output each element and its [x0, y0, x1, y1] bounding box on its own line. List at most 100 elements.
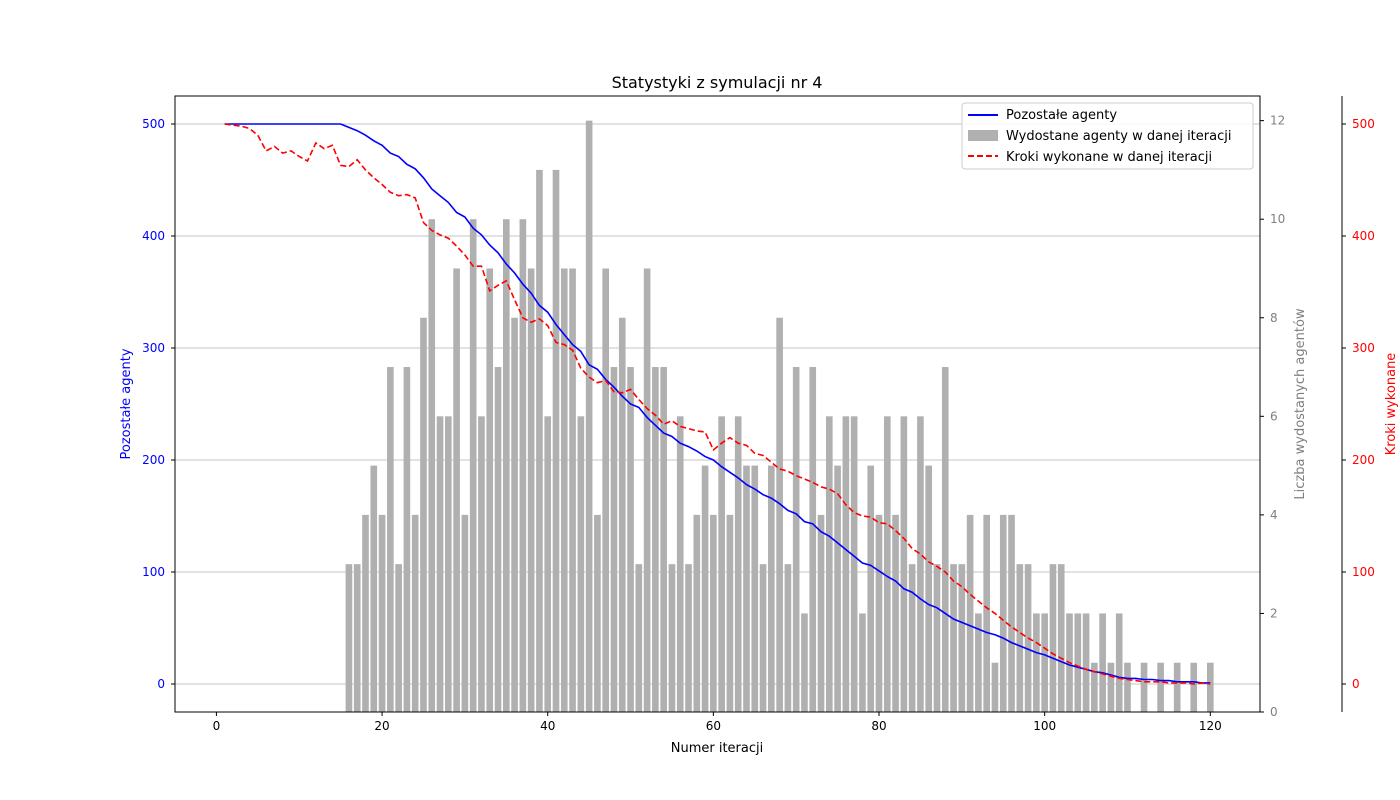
y-axis-left-label: Pozostałe agenty: [119, 348, 134, 459]
bar-escaped: [1107, 662, 1115, 712]
bar-escaped: [411, 514, 419, 712]
y-left-tick-label: 300: [142, 341, 165, 355]
bar-escaped: [826, 416, 833, 712]
bar-escaped: [511, 317, 518, 712]
bar-escaped: [908, 564, 916, 712]
bar-escaped: [966, 514, 974, 712]
legend: Pozostałe agenty Wydostane agenty w dane…: [961, 102, 1254, 170]
bar-escaped: [850, 416, 858, 712]
bar-escaped: [676, 416, 684, 712]
bar-escaped: [917, 416, 924, 712]
legend-escaped-label: Wydostane agenty w danej iteracji: [1006, 129, 1231, 144]
axis-ticks: 0 20 40 60 80 100 1200100200300400500024681012…: [142, 114, 1375, 733]
bar-escaped: [544, 416, 552, 712]
x-tick-label: 0: [213, 719, 221, 733]
x-tick-label: 100: [1033, 719, 1056, 733]
bar-escaped: [502, 219, 510, 712]
bar-escaped: [1173, 662, 1181, 712]
bar-escaped: [569, 268, 576, 712]
bar-escaped: [759, 564, 767, 712]
y-left-tick-label: 0: [157, 677, 165, 691]
y-right2-tick-label: 200: [1352, 453, 1375, 467]
y-right2-tick-label: 0: [1352, 677, 1360, 691]
y-right2-tick-label: 300: [1352, 341, 1375, 355]
y-right1-tick-label: 2: [1270, 606, 1278, 620]
bar-escaped: [362, 514, 369, 712]
bar-escaped: [494, 367, 502, 712]
bar-escaped: [1074, 613, 1082, 712]
x-tick-label: 80: [871, 719, 886, 733]
bar-escaped: [867, 465, 875, 712]
bar-escaped: [693, 514, 701, 712]
bar-escaped: [991, 662, 999, 712]
bar-escaped: [776, 317, 783, 712]
bar-escaped: [842, 416, 850, 712]
bar-escaped: [743, 465, 750, 712]
y-left-tick-label: 200: [142, 453, 165, 467]
y-right1-tick-label: 6: [1270, 409, 1278, 423]
bar-escaped: [900, 416, 908, 712]
y-axis-right2-label: Kroki wykonane: [1384, 353, 1399, 456]
bar-escaped: [950, 564, 957, 712]
bar-escaped: [975, 613, 982, 712]
bar-escaped: [635, 564, 643, 712]
escaped-bars: [345, 120, 1214, 713]
chart-title: Statystyki z symulacji nr 4: [612, 73, 823, 92]
bar-escaped: [552, 169, 560, 713]
bar-escaped: [817, 514, 825, 712]
bar-escaped: [370, 465, 378, 712]
bar-escaped: [1157, 662, 1164, 712]
bar-escaped: [1091, 662, 1098, 712]
bar-escaped: [718, 416, 725, 712]
bar-escaped: [519, 219, 527, 712]
bar-escaped: [403, 367, 411, 712]
y-right2-tick-label: 500: [1352, 117, 1375, 131]
bar-escaped: [560, 268, 568, 712]
y-right1-tick-label: 8: [1270, 311, 1278, 325]
bar-escaped: [610, 367, 618, 712]
bar-escaped: [602, 268, 609, 712]
bar-escaped: [792, 367, 800, 712]
bar-escaped: [701, 465, 709, 712]
bar-escaped: [445, 416, 452, 712]
bar-escaped: [469, 219, 477, 712]
y-left-tick-label: 400: [142, 229, 165, 243]
bar-escaped: [925, 465, 933, 712]
bar-escaped: [643, 268, 651, 712]
bar-escaped: [734, 416, 742, 712]
bar-escaped: [436, 416, 444, 712]
bar-escaped: [536, 169, 543, 713]
bar-escaped: [726, 514, 734, 712]
bar-escaped: [527, 268, 535, 712]
bar-escaped: [1206, 662, 1214, 712]
bar-escaped: [958, 564, 966, 712]
bar-escaped: [1016, 564, 1024, 712]
bar-escaped: [751, 465, 759, 712]
bar-escaped: [883, 416, 891, 712]
bar-escaped: [941, 367, 949, 712]
legend-remaining-label: Pozostałe agenty: [1006, 108, 1117, 123]
bar-escaped: [1049, 564, 1057, 712]
x-tick-label: 20: [374, 719, 389, 733]
y-right1-tick-label: 0: [1270, 705, 1278, 719]
bar-escaped: [668, 564, 676, 712]
plot-frame: [174, 95, 1261, 713]
bar-escaped: [1082, 613, 1090, 712]
bar-escaped: [784, 564, 792, 712]
y-axis-right1-label: Liczba wydostanych agentów: [1293, 308, 1308, 500]
legend-escaped-swatch: [968, 130, 998, 141]
bar-escaped: [478, 416, 485, 712]
y-right1-tick-label: 4: [1270, 508, 1278, 522]
x-tick-label: 120: [1199, 719, 1222, 733]
bar-escaped: [983, 514, 990, 712]
x-tick-label: 40: [540, 719, 555, 733]
bar-escaped: [834, 465, 841, 712]
y-left-tick-label: 500: [142, 117, 165, 131]
horizontal-grid: [175, 123, 1260, 685]
bar-escaped: [999, 514, 1007, 712]
bar-escaped: [428, 219, 436, 712]
bar-escaped: [618, 317, 626, 712]
bar-escaped: [627, 367, 634, 712]
bar-escaped: [387, 367, 394, 712]
bar-escaped: [486, 268, 494, 712]
